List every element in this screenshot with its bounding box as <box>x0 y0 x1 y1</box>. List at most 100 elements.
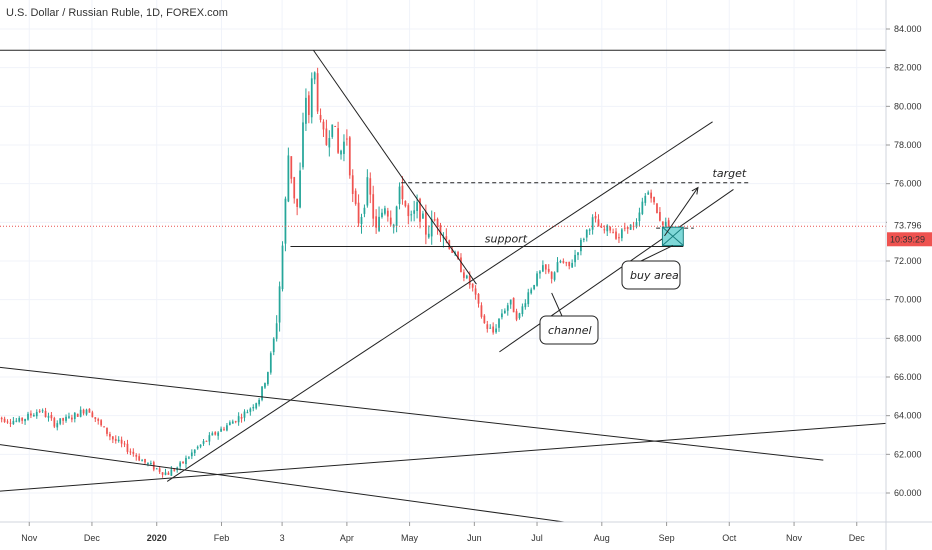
candle-body <box>395 206 398 226</box>
candle-body <box>465 275 468 279</box>
candle-body <box>369 178 372 195</box>
candle-body <box>234 421 237 423</box>
candle-body <box>290 156 293 179</box>
candle-body <box>88 408 91 413</box>
candle-body <box>445 236 448 240</box>
candle-body <box>509 299 512 305</box>
candle-body <box>542 265 544 272</box>
candle-body <box>261 386 263 400</box>
x-tick-label: Feb <box>214 533 230 543</box>
candle-body <box>623 227 626 229</box>
candle-body <box>21 417 24 421</box>
y-tick-label: 64.000 <box>894 411 922 421</box>
candle-body <box>539 271 541 274</box>
candle-body <box>44 410 47 418</box>
candle-body <box>305 97 307 124</box>
candle-body <box>381 212 383 218</box>
candle-body <box>407 205 410 217</box>
candle-body <box>457 251 459 260</box>
y-tick-label: 80.000 <box>894 101 922 111</box>
candle-body <box>506 305 509 311</box>
candle-body <box>430 218 433 237</box>
candle-body <box>161 472 164 475</box>
candle-body <box>302 122 304 168</box>
x-tick-label: Sep <box>659 533 675 543</box>
candle-body <box>18 417 21 422</box>
candle-body <box>653 196 655 203</box>
candle-body <box>243 411 246 418</box>
candle-body <box>117 439 120 442</box>
candle-body <box>389 217 392 225</box>
candle-body <box>287 155 290 202</box>
candle-body <box>419 198 421 222</box>
candle-body <box>53 418 56 427</box>
candle-body <box>536 273 538 286</box>
x-tick-label: Aug <box>594 533 610 543</box>
candle-body <box>231 421 234 424</box>
target-label: target <box>713 167 747 180</box>
candle-body <box>62 418 64 421</box>
x-tick-label: Dec <box>849 533 866 543</box>
candle-body <box>345 138 348 140</box>
candle-body <box>530 289 533 294</box>
candle-body <box>100 420 103 426</box>
candle-body <box>591 217 594 230</box>
candle-body <box>182 461 184 464</box>
y-tick-label: 84.000 <box>894 24 922 34</box>
candle-body <box>404 200 407 207</box>
candle-body <box>410 214 413 216</box>
x-tick-label: Jul <box>531 533 543 543</box>
candle-body <box>492 326 495 333</box>
candle-body <box>626 227 629 229</box>
candle-body <box>214 432 217 435</box>
y-tick-label: 70.000 <box>894 295 922 305</box>
candle-body <box>521 306 524 315</box>
y-tick-label: 72.000 <box>894 256 922 266</box>
candle-body <box>597 219 600 227</box>
candle-body <box>129 451 132 453</box>
candle-body <box>59 418 62 424</box>
candle-body <box>68 416 70 418</box>
candle-body <box>275 323 278 339</box>
channel-pointer <box>551 292 563 317</box>
candle-body <box>386 210 389 217</box>
y-tick-label: 68.000 <box>894 333 922 343</box>
target-arrow-head <box>691 186 699 195</box>
candle-body <box>620 229 623 239</box>
candle-body <box>635 222 638 228</box>
candle-body <box>97 419 100 421</box>
candle-body <box>331 124 334 137</box>
x-tick-label: Nov <box>786 533 803 543</box>
candle-body <box>661 221 664 226</box>
candle-body <box>65 416 67 421</box>
candle-body <box>378 216 380 231</box>
candle-body <box>343 141 345 154</box>
annotations: target support buy area channel <box>485 167 747 345</box>
candle-body <box>366 177 369 206</box>
x-tick-label: Nov <box>21 533 38 543</box>
candle-body <box>580 239 582 252</box>
candle-body <box>436 218 439 227</box>
candle-body <box>167 472 170 475</box>
candle-body <box>205 440 208 442</box>
current-price-tag-bg <box>887 217 932 232</box>
channel-lower-line <box>499 189 734 353</box>
candle-body <box>0 417 3 420</box>
target-arrow-line <box>664 187 699 237</box>
candle-body <box>544 264 547 270</box>
candle-body <box>237 416 240 423</box>
candle-body <box>424 211 427 235</box>
candle-body <box>615 231 617 239</box>
candle-body <box>527 292 530 305</box>
candle-body <box>474 288 477 295</box>
candle-body <box>574 254 576 263</box>
candle-body <box>413 210 416 214</box>
candle-body <box>35 412 38 417</box>
channel-callout <box>539 315 599 345</box>
candle-body <box>357 202 360 224</box>
candle-body <box>477 294 480 304</box>
candle-body <box>524 303 527 308</box>
candle-body <box>348 137 351 176</box>
